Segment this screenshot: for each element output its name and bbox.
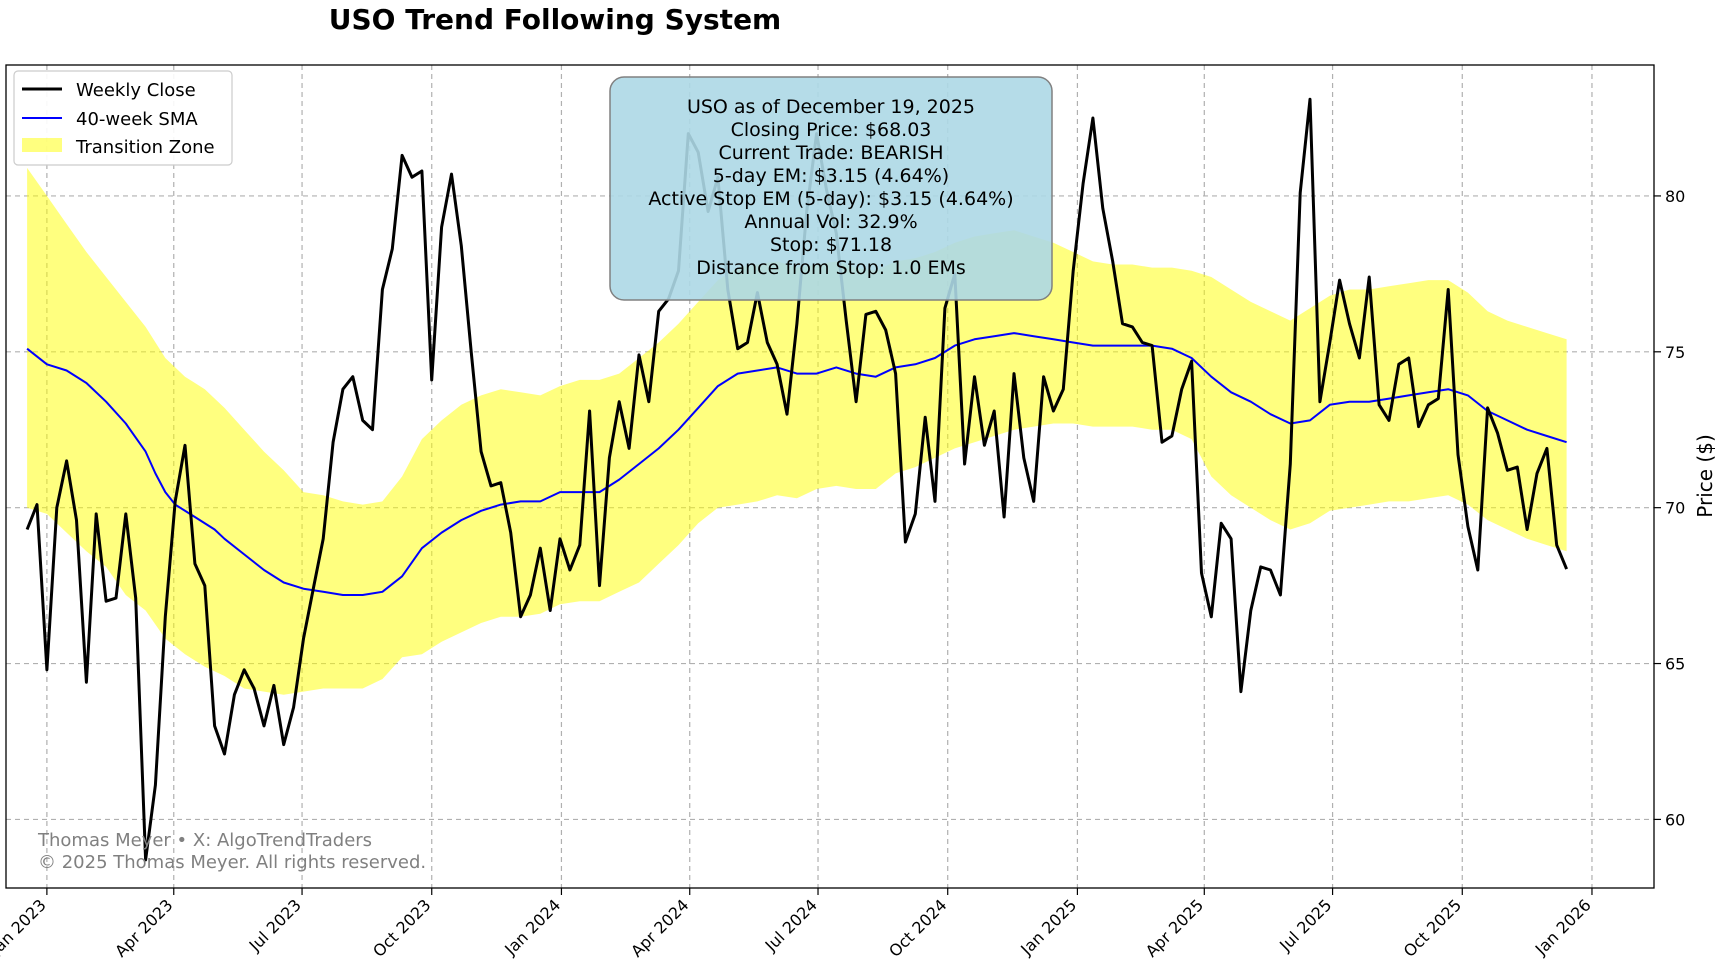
legend: Weekly Close 40-week SMA Transition Zone [13, 70, 233, 166]
y-tick-label-60: 60 [1665, 810, 1685, 829]
info-line-asof: USO as of December 19, 2025 [687, 96, 975, 118]
legend-frame [13, 70, 233, 166]
chart-title: USO Trend Following System [329, 3, 781, 36]
y-tick-label-70: 70 [1665, 499, 1685, 518]
credit-line-copyright: © 2025 Thomas Meyer. All rights reserved… [38, 852, 426, 873]
y-axis: 60 65 70 75 80 [1654, 187, 1685, 829]
info-line-stop: Stop: $71.18 [770, 234, 892, 256]
credit-line-author: Thomas Meyer • X: AlgoTrendTraders [37, 830, 372, 851]
legend-label-sma: 40-week SMA [76, 109, 198, 130]
legend-swatch-transition-zone [22, 138, 62, 152]
credit-text: Thomas Meyer • X: AlgoTrendTraders © 202… [37, 830, 426, 873]
y-tick-label-65: 65 [1665, 655, 1685, 674]
info-line-active-stop-em: Active Stop EM (5-day): $3.15 (4.64%) [648, 188, 1013, 210]
info-line-5day-em: 5-day EM: $3.15 (4.64%) [713, 165, 949, 187]
info-line-current-trade: Current Trade: BEARISH [718, 142, 943, 164]
y-tick-label-75: 75 [1665, 343, 1685, 362]
legend-label-weekly-close: Weekly Close [76, 80, 196, 101]
info-line-closing-price: Closing Price: $68.03 [731, 119, 932, 141]
info-box-background [609, 76, 1053, 301]
info-box: USO as of December 19, 2025 Closing Pric… [609, 76, 1053, 301]
y-tick-label-80: 80 [1665, 187, 1685, 206]
plot-frame [5, 64, 1655, 889]
weekly-close-layer [25, 97, 1568, 862]
legend-label-transition-zone: Transition Zone [75, 137, 215, 158]
y-axis-label: Price ($) [1693, 434, 1717, 517]
info-line-annual-vol: Annual Vol: 32.9% [744, 211, 917, 233]
series-line-weekly-close [25, 97, 1568, 862]
info-line-distance-from-stop: Distance from Stop: 1.0 EMs [696, 257, 966, 279]
